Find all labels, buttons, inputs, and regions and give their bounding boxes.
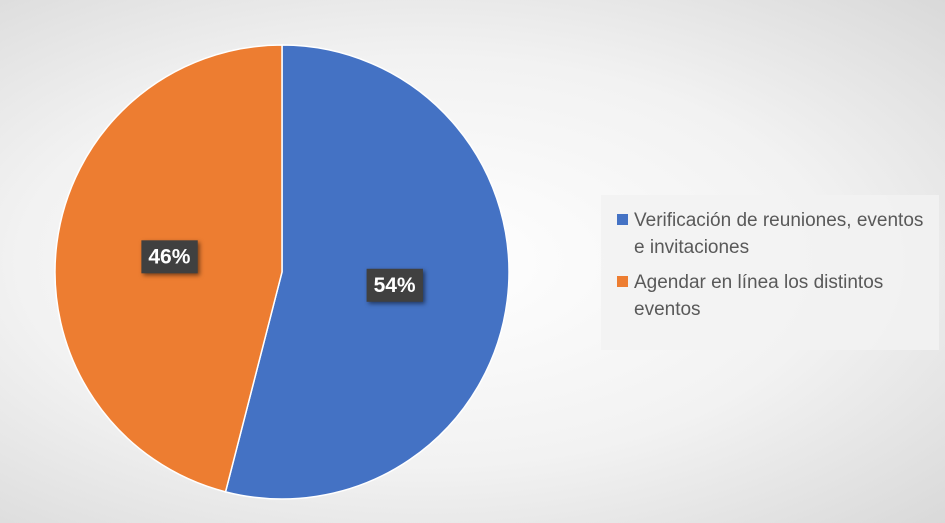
data-label-text: 46% [148,245,190,268]
data-label: 54% [366,268,423,302]
data-label-box [366,268,423,302]
legend-label: Verificación de reuniones, eventos e inv… [634,210,924,258]
data-label: 46% [141,240,198,274]
legend-label: Agendar en línea los distintos eventos [634,272,884,320]
legend: Verificación de reuniones, eventos e inv… [601,195,939,350]
data-label-text: 54% [374,274,416,297]
data-label-box [141,240,198,274]
legend-entry: Verificación de reuniones, eventos e inv… [617,207,931,261]
legend-swatch [617,276,628,287]
legend-entry: Agendar en línea los distintos eventos [617,269,931,323]
legend-swatch [617,214,628,225]
